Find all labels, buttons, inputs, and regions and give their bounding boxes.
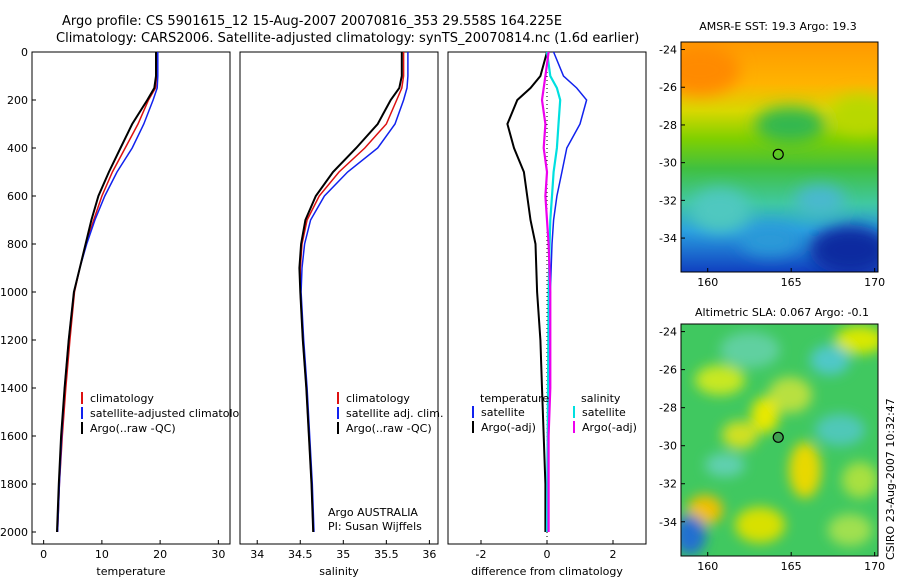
argo-float-marker <box>772 431 784 443</box>
lat-tick-label: -30 <box>659 157 677 170</box>
argo-float-marker <box>772 148 784 160</box>
difference-axis-ticks: -2 0 2 <box>476 540 617 561</box>
legend-label-satellite: satellite-adjusted climatology <box>90 407 253 420</box>
x-tick-label: -2 <box>476 548 487 561</box>
legend-label-temp-argo: Argo(-adj) <box>481 421 536 434</box>
legend-label-climatology: climatology <box>346 392 410 405</box>
salinity-axis-ticks: 34 34.5 35 35.5 36 <box>250 540 436 561</box>
pi-annotation: PI: Susan Wijffels <box>328 520 422 533</box>
lat-tick-label: -28 <box>659 402 677 415</box>
lat-tick-label: -28 <box>659 119 677 132</box>
salinity-panel: 34 34.5 35 35.5 36 salinity climatology sate… <box>239 51 443 578</box>
legend-group-salinity: salinity <box>581 392 621 405</box>
sla-map-title: Altimetric SLA: 0.067 Argo: -0.1 <box>695 306 869 319</box>
legend-label-argo: Argo(..raw -QC) <box>90 422 176 435</box>
lat-tick-label: -30 <box>659 440 677 453</box>
sst-map-title: AMSR-E SST: 19.3 Argo: 19.3 <box>699 20 857 33</box>
y-tick-label: 1200 <box>0 334 28 347</box>
series-line-2 <box>298 52 403 533</box>
salinity-legend: climatology satellite adj. clim. Argo(..… <box>337 392 443 435</box>
x-tick-label: 0 <box>544 548 551 561</box>
legend-label-sal-argo: Argo(-adj) <box>582 421 637 434</box>
legend-label-climatology: climatology <box>90 392 154 405</box>
salinity-series <box>298 52 409 533</box>
y-tick-label: 1000 <box>0 286 28 299</box>
difference-xlabel: difference from climatology <box>471 565 623 578</box>
temperature-panel: 0 200 400 600 800 1000 1200 1400 1600 1800 2000 0 1… <box>0 46 253 578</box>
x-tick-label: 34.5 <box>288 548 313 561</box>
lon-tick-label: 160 <box>697 276 718 289</box>
sla-map-panel: Altimetric SLA: 0.067 Argo: -0.1 <box>659 306 885 573</box>
series-line-2 <box>545 51 562 533</box>
difference-legend: temperature satellite Argo(-adj) salinit… <box>472 392 637 434</box>
series-line-2 <box>56 52 157 533</box>
lat-tick-label: -34 <box>659 232 677 245</box>
x-tick-label: 2 <box>610 548 617 561</box>
temperature-axes <box>31 51 231 545</box>
sla-map-ticks: 160 165 170 -24 -26 -28 -30 -32 -34 <box>659 326 885 573</box>
lon-tick-label: 160 <box>697 560 718 573</box>
y-tick-label: 600 <box>7 190 28 203</box>
salinity-axes <box>239 51 439 545</box>
lat-tick-label: -32 <box>659 194 677 207</box>
x-tick-label: 36 <box>422 548 436 561</box>
lat-tick-label: -24 <box>659 326 677 339</box>
credit-timestamp: CSIRO 23-Aug-2007 10:32:47 <box>884 398 897 560</box>
sst-map-ticks: 160 165 170 -24 -26 -28 -30 -32 -34 <box>659 44 885 289</box>
temperature-xlabel: temperature <box>96 565 165 578</box>
figure-title-line2: Climatology: CARS2006. Satellite-adjuste… <box>56 31 639 46</box>
x-tick-label: 30 <box>211 548 225 561</box>
sst-field <box>681 42 878 272</box>
x-tick-label: 10 <box>95 548 109 561</box>
difference-panel: -2 0 2 difference from climatology tempera… <box>447 51 647 578</box>
y-tick-label: 200 <box>7 94 28 107</box>
sla-map-axes <box>680 323 879 557</box>
lat-tick-label: -26 <box>659 364 677 377</box>
y-tick-label: 800 <box>7 238 28 251</box>
lon-tick-label: 165 <box>781 560 802 573</box>
series-line-1 <box>506 51 548 532</box>
y-tick-label: 400 <box>7 142 28 155</box>
y-tick-label: 1600 <box>0 430 28 443</box>
x-tick-label: 35.5 <box>374 548 399 561</box>
legend-group-temperature: temperature <box>480 392 549 405</box>
x-tick-label: 20 <box>153 548 167 561</box>
y-tick-label: 1800 <box>0 478 28 491</box>
y-tick-label: 0 <box>21 46 28 59</box>
x-tick-label: 0 <box>40 548 47 561</box>
legend-label-argo: Argo(..raw -QC) <box>346 422 432 435</box>
salinity-xlabel: salinity <box>319 565 359 578</box>
sla-field <box>681 324 878 556</box>
legend-label-temp-satellite: satellite <box>481 406 525 419</box>
lon-tick-label: 165 <box>781 276 802 289</box>
lat-tick-label: -32 <box>659 478 677 491</box>
figure-title-line1: Argo profile: CS 5901615_12 15-Aug-2007 … <box>62 14 562 29</box>
depth-axis-ticks: 0 200 400 600 800 1000 1200 1400 1600 1800 2000 <box>0 46 36 539</box>
temperature-axis-ticks: 0 10 20 30 <box>40 540 225 561</box>
x-tick-label: 35 <box>336 548 350 561</box>
temperature-legend: climatology satellite-adjusted climatolo… <box>81 392 253 435</box>
sst-map-axes <box>680 41 879 273</box>
x-tick-label: 34 <box>250 548 264 561</box>
lat-tick-label: -34 <box>659 516 677 529</box>
lon-tick-label: 170 <box>864 560 885 573</box>
legend-label-sal-satellite: satellite <box>582 406 626 419</box>
lat-tick-label: -24 <box>659 44 677 57</box>
legend-label-satellite: satellite adj. clim. <box>346 407 443 420</box>
y-tick-label: 2000 <box>0 526 28 539</box>
temperature-series <box>56 52 159 533</box>
lon-tick-label: 170 <box>864 276 885 289</box>
series-line-3 <box>540 51 552 532</box>
y-tick-label: 1400 <box>0 382 28 395</box>
lat-tick-label: -26 <box>659 81 677 94</box>
argo-program-annotation: Argo AUSTRALIA <box>328 506 418 519</box>
difference-series <box>506 51 588 533</box>
sst-map-panel: AMSR-E SST: 19.3 Argo: 19.3 160 165 170 -24… <box>659 20 885 289</box>
series-line-0 <box>56 52 158 533</box>
